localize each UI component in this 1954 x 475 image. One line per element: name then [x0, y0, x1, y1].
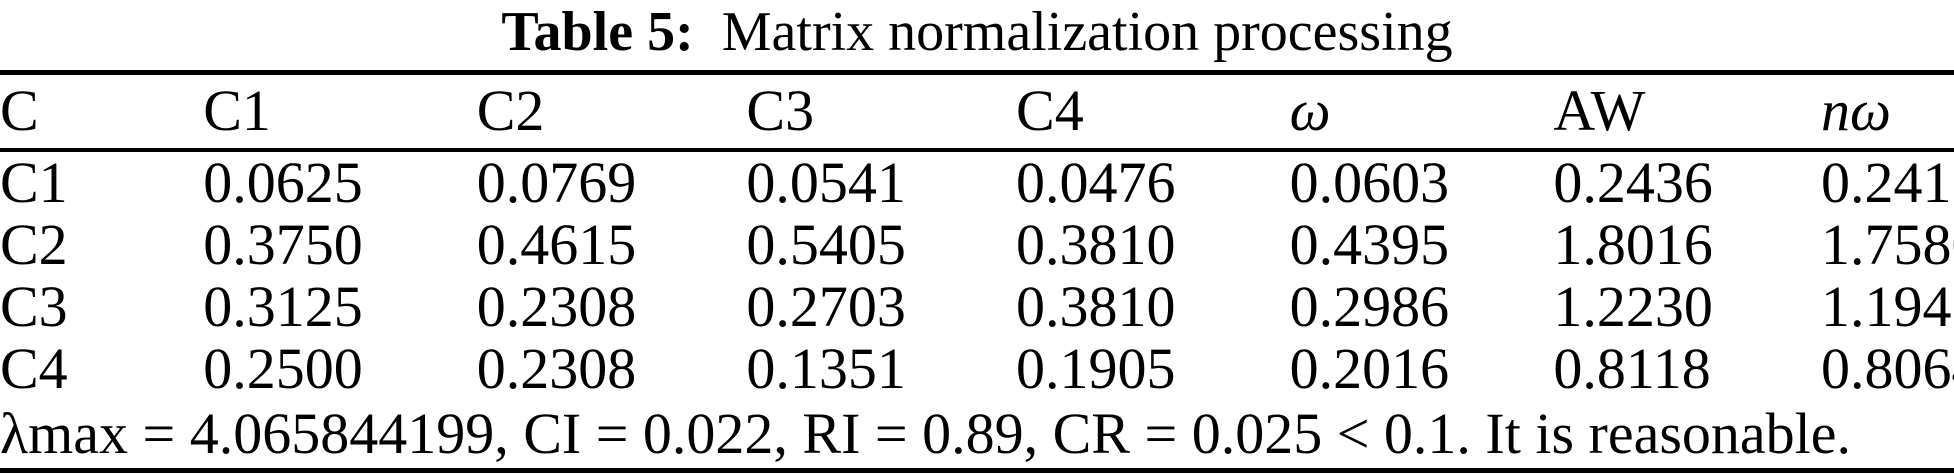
row-label: C1: [0, 150, 68, 214]
footnote-row: λmax = 4.065844199, CI = 0.022, RI = 0.8…: [0, 400, 1954, 471]
header-row: C C1 C2 C3 C4 ω AW nω: [0, 72, 1954, 152]
table-cell: 0.0476: [1016, 150, 1176, 214]
table-cell: 0.2703: [746, 276, 906, 338]
column-header-c: C: [0, 72, 204, 152]
column-header-aw: AW: [1553, 72, 1822, 152]
table-cell: 0.8118: [1553, 338, 1711, 400]
table-cell: 0.4395: [1289, 214, 1450, 276]
table-cell: 1.1945: [1821, 276, 1954, 338]
table-cell: 0.2411: [1821, 150, 1954, 214]
row-label: C2: [0, 214, 68, 276]
column-header-c2: C2: [476, 72, 747, 152]
table-row-c1: C1 0.0625 0.0769 0.0541 0.0476 0.0603 0.…: [0, 150, 1954, 214]
table-cell: 0.3125: [203, 276, 363, 338]
table-cell: 0.2436: [1553, 150, 1713, 214]
row-label: C3: [0, 276, 68, 338]
column-header-omega: ω: [1289, 72, 1554, 152]
table-cell: 0.0603: [1289, 150, 1450, 214]
table-row-c2: C2 0.3750 0.4615 0.5405 0.3810 0.4395 1.…: [0, 214, 1954, 276]
table-cell: 0.0625: [203, 150, 363, 214]
column-header-c4: C4: [1016, 72, 1290, 152]
table-row-c4: C4 0.2500 0.2308 0.1351 0.1905 0.2016 0.…: [0, 338, 1954, 400]
table-caption-label: Table 5:: [501, 1, 694, 63]
row-label: C4: [0, 338, 68, 400]
table-caption: Table 5: Matrix normalization processing: [0, 0, 1954, 70]
table-cell: 0.1905: [1016, 338, 1176, 400]
column-header-c3: C3: [746, 72, 1017, 152]
table-row-c3: C3 0.3125 0.2308 0.2703 0.3810 0.2986 1.…: [0, 276, 1954, 338]
table-cell: 0.1351: [746, 338, 906, 400]
table-cell: 0.8064: [1821, 338, 1954, 400]
table-cell: 0.2016: [1289, 338, 1450, 400]
table-cell: 1.7580: [1821, 214, 1954, 276]
table-cell: 1.2230: [1553, 276, 1713, 338]
table-cell: 0.2500: [203, 338, 363, 400]
table-cell: 0.2986: [1289, 276, 1450, 338]
table-cell: 0.0541: [746, 150, 906, 214]
matrix-normalization-table: C C1 C2 C3 C4 ω AW nω C1 0.0625 0.0769 0…: [0, 70, 1954, 473]
table-cell: 0.0769: [476, 150, 637, 214]
table-cell: 0.2308: [476, 276, 637, 338]
table-cell: 0.3810: [1016, 214, 1176, 276]
table-caption-title: Matrix normalization processing: [721, 1, 1453, 63]
column-header-n-omega: nω: [1821, 72, 1954, 152]
table-cell: 0.4615: [476, 214, 637, 276]
table-cell: 0.5405: [746, 214, 906, 276]
table-footnote: λmax = 4.065844199, CI = 0.022, RI = 0.8…: [0, 401, 1851, 466]
table-cell: 0.3750: [203, 214, 363, 276]
table-cell: 0.3810: [1016, 276, 1176, 338]
column-header-c1: C1: [203, 72, 477, 152]
table-cell: 0.2308: [476, 338, 637, 400]
table-cell: 1.8016: [1553, 214, 1713, 276]
